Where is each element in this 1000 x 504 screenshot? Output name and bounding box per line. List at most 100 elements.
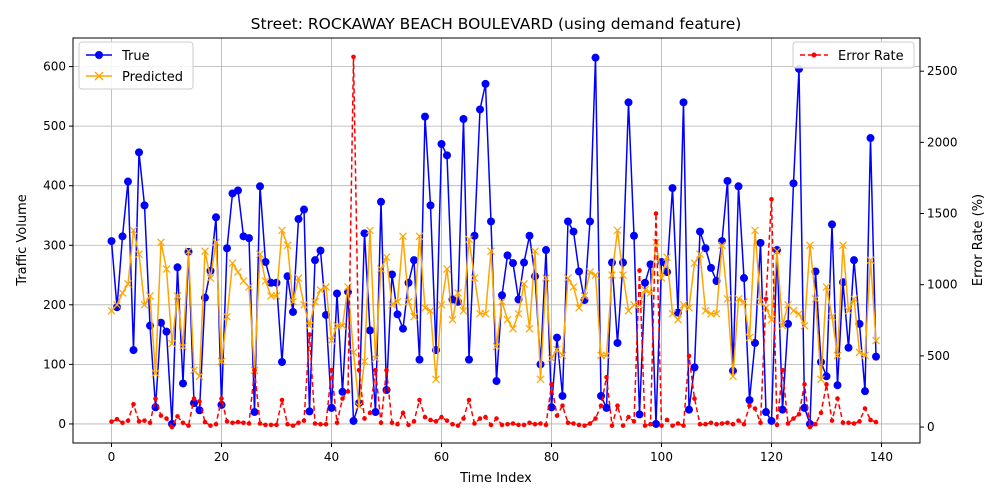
y-tick-label: 600 [43, 60, 66, 74]
data-point [615, 403, 620, 409]
data-point [448, 315, 457, 324]
data-point [162, 265, 171, 274]
data-point [135, 148, 143, 157]
data-point [498, 297, 506, 306]
data-point [575, 267, 583, 276]
data-point [773, 247, 781, 256]
data-point [679, 98, 688, 107]
legend-right: Error Rate [792, 41, 915, 69]
data-point [373, 367, 378, 373]
data-point [263, 422, 268, 428]
data-point [168, 339, 176, 348]
data-point [294, 215, 303, 224]
data-point [333, 289, 341, 298]
legend-error-label: Error Rate [838, 49, 904, 64]
data-point [470, 231, 479, 240]
data-point [850, 294, 858, 303]
data-point [388, 300, 396, 309]
data-point [553, 333, 561, 342]
data-point [659, 423, 664, 428]
data-point [371, 354, 380, 363]
data-point [179, 342, 187, 351]
data-point [481, 309, 490, 318]
data-point [818, 410, 824, 416]
data-point [307, 332, 312, 337]
data-point [459, 306, 468, 315]
data-point [345, 389, 351, 394]
data-point [125, 418, 131, 423]
data-point [459, 115, 468, 123]
data-point [646, 288, 655, 297]
data-point [509, 324, 517, 333]
legend-error-marker [811, 52, 817, 58]
data-point [327, 403, 336, 412]
data-point [252, 367, 257, 373]
data-point [131, 401, 136, 407]
data-point [736, 418, 741, 423]
y2-tick-label: 2000 [927, 135, 958, 149]
data-point [340, 396, 345, 401]
y-axis-label: Traffic Volume [15, 194, 30, 287]
data-point [637, 268, 642, 273]
data-point [747, 403, 752, 409]
plot-frame [72, 37, 921, 444]
legend-left: True Predicted [78, 41, 194, 90]
series-error-rate [109, 54, 879, 430]
data-point [256, 250, 264, 259]
data-point [576, 422, 582, 428]
data-point [349, 416, 358, 425]
data-point [626, 414, 631, 420]
data-point [861, 387, 869, 396]
data-point [531, 247, 539, 256]
chart-title: Street: ROCKAWAY BEACH BOULEVARD (using … [251, 15, 742, 33]
data-point [439, 414, 444, 420]
data-point [846, 420, 851, 426]
data-point [503, 315, 512, 324]
data-point [734, 294, 743, 303]
data-point [531, 272, 539, 281]
data-point [443, 265, 451, 274]
data-point [542, 274, 550, 282]
data-point [483, 414, 488, 420]
y2-tick-label: 500 [927, 349, 950, 363]
data-point [488, 422, 494, 428]
data-point [195, 406, 204, 415]
data-point [685, 405, 693, 414]
data-point [664, 417, 670, 423]
data-point [635, 410, 644, 419]
data-point [173, 291, 182, 300]
data-point [360, 357, 369, 366]
data-point [817, 375, 825, 384]
data-point [547, 354, 556, 363]
data-point [510, 421, 516, 426]
data-point [351, 54, 356, 60]
data-point [681, 423, 686, 428]
data-point [426, 201, 435, 210]
data-point [245, 234, 253, 243]
data-point [828, 220, 836, 229]
data-point [844, 343, 853, 352]
data-point [316, 286, 325, 294]
data-point [670, 423, 675, 428]
y2-tick-label: 1500 [927, 207, 958, 221]
data-point [157, 238, 165, 247]
data-point [696, 227, 704, 236]
data-point [679, 300, 688, 309]
data-point [690, 259, 699, 268]
data-point [120, 420, 125, 426]
data-point [538, 421, 543, 426]
data-point [613, 226, 622, 235]
data-point [725, 420, 730, 426]
data-point [674, 315, 682, 324]
data-point [450, 421, 455, 427]
data-point [147, 420, 153, 426]
data-point [113, 303, 121, 312]
y-tick-label: 500 [43, 119, 66, 133]
series-predicted [107, 226, 880, 410]
data-point [835, 396, 840, 401]
data-point [327, 336, 336, 345]
data-point [586, 217, 594, 226]
data-point [773, 246, 781, 255]
data-point [751, 226, 759, 235]
data-point [686, 353, 692, 359]
